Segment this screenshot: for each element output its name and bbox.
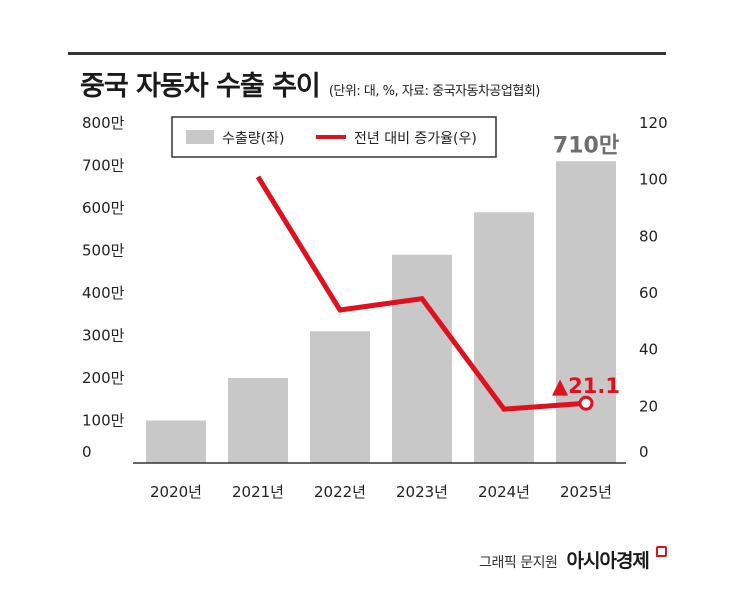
right-tick-label: 120 bbox=[639, 114, 668, 132]
growth-end-marker bbox=[578, 395, 594, 411]
legend: 수출량(좌) 전년 대비 증가율(우) bbox=[171, 116, 497, 158]
credit-text: 그래픽 문지원 bbox=[479, 555, 558, 571]
left-tick-label: 400만 bbox=[82, 284, 125, 302]
x-axis-labels: 2020년 2021년 2022년 2023년 2024년 2025년 bbox=[150, 483, 612, 501]
top-rule bbox=[68, 52, 666, 55]
right-tick-label: 20 bbox=[639, 397, 658, 415]
chart-title: 중국 자동차 수출 추이 bbox=[80, 71, 321, 102]
left-tick-label: 800만 bbox=[82, 114, 125, 132]
logo-mark-icon bbox=[656, 546, 667, 557]
legend-label-bar: 수출량(좌) bbox=[222, 131, 284, 147]
growth-line-layer bbox=[255, 175, 594, 412]
title-block: 중국 자동차 수출 추이 (단위: 대, %, 자료: 중국자동차공업협회) bbox=[80, 64, 540, 103]
growth-rate-line bbox=[255, 175, 587, 412]
bar-2021년 bbox=[228, 378, 288, 463]
left-tick-label: 100만 bbox=[82, 412, 125, 430]
right-axis-ticks: 0 20 40 60 80 100 120 bbox=[639, 114, 668, 461]
x-tick-label: 2021년 bbox=[232, 483, 284, 501]
left-axis-ticks: 0 100만 200만 300만 400만 500만 600만 700만 800만 bbox=[82, 114, 125, 461]
x-tick-label: 2024년 bbox=[478, 483, 530, 501]
x-tick-label: 2020년 bbox=[150, 483, 202, 501]
legend-label-line: 전년 대비 증가율(우) bbox=[354, 131, 477, 147]
left-tick-label: 600만 bbox=[82, 199, 125, 217]
left-tick-label: 300만 bbox=[82, 327, 125, 345]
right-tick-label: 40 bbox=[639, 341, 658, 359]
left-tick-label: 0 bbox=[82, 443, 92, 461]
left-tick-label: 700만 bbox=[82, 157, 125, 175]
x-tick-label: 2023년 bbox=[396, 483, 448, 501]
bar-2023년 bbox=[392, 254, 452, 463]
left-tick-label: 200만 bbox=[82, 369, 125, 387]
bars bbox=[146, 161, 616, 463]
left-tick-label: 500만 bbox=[82, 242, 125, 260]
bar-value-label-2025: 710만 bbox=[553, 133, 619, 158]
bar-2020년 bbox=[146, 420, 206, 463]
right-tick-label: 80 bbox=[639, 227, 658, 245]
chart-subtitle: (단위: 대, %, 자료: 중국자동차공업협회) bbox=[328, 84, 541, 99]
right-tick-label: 0 bbox=[639, 443, 649, 461]
credit: 그래픽 문지원 아시아경제 bbox=[479, 546, 667, 573]
legend-swatch-bar bbox=[186, 130, 214, 144]
right-tick-label: 60 bbox=[639, 284, 658, 302]
growth-value-label-2025: ▲21.1 bbox=[552, 374, 620, 398]
x-tick-label: 2025년 bbox=[560, 483, 612, 501]
bar-2024년 bbox=[474, 212, 534, 463]
bar-2022년 bbox=[310, 331, 370, 463]
annotations: 710만 ▲21.1 bbox=[552, 133, 620, 398]
right-tick-label: 100 bbox=[639, 171, 668, 189]
credit-logo: 아시아경제 bbox=[566, 550, 650, 572]
bar-2025년 bbox=[556, 161, 616, 463]
x-tick-label: 2022년 bbox=[314, 483, 366, 501]
